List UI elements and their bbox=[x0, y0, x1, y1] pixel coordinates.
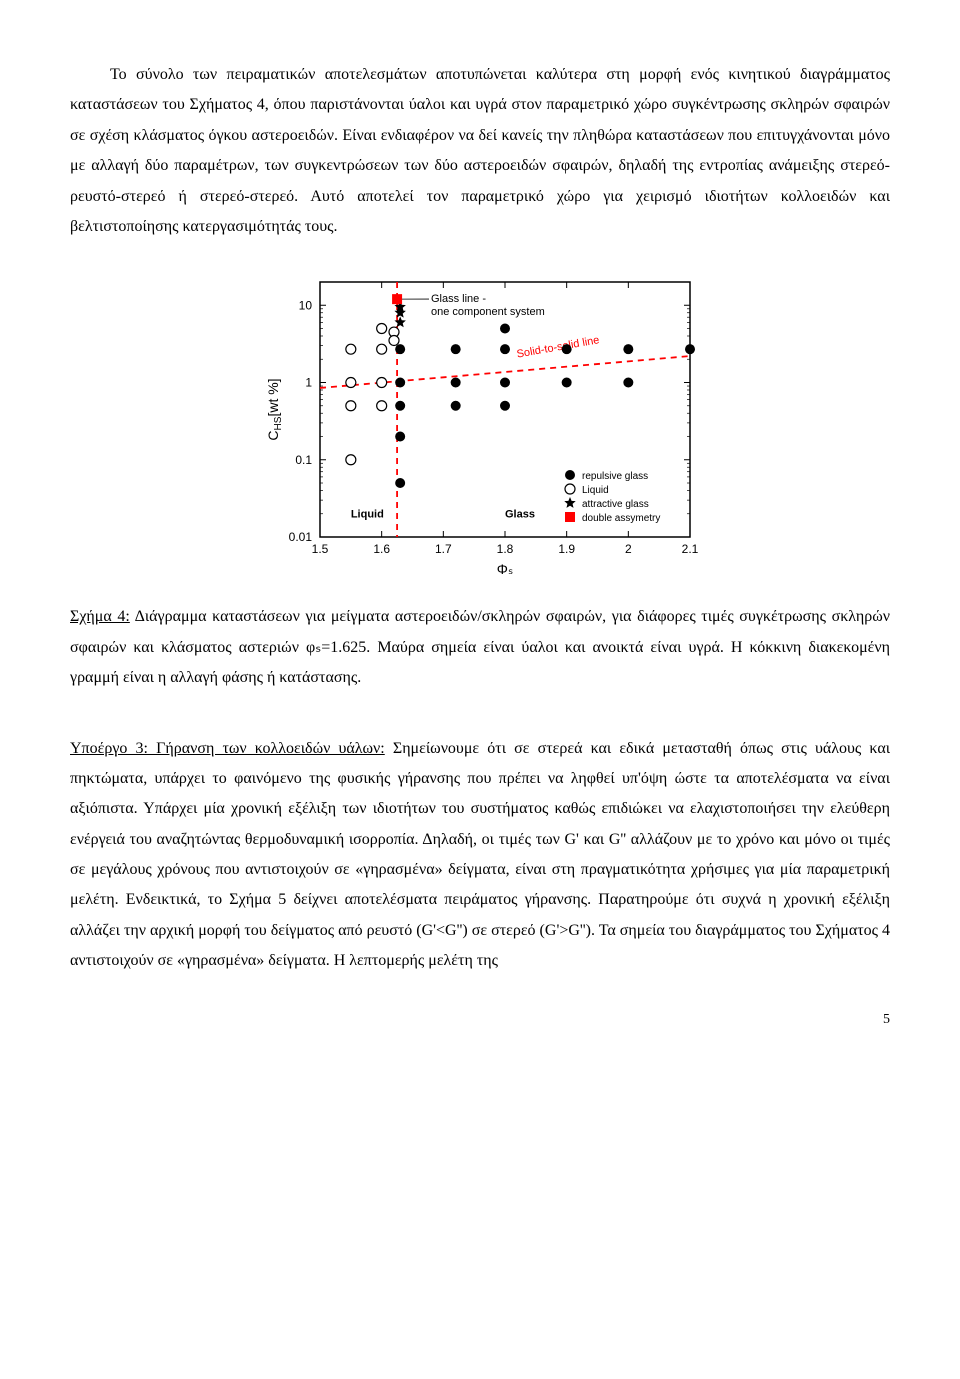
caption-lead: Σχήμα 4: bbox=[70, 608, 130, 625]
svg-text:Liquid: Liquid bbox=[351, 509, 384, 521]
svg-text:1.7: 1.7 bbox=[435, 542, 452, 556]
svg-text:1: 1 bbox=[305, 376, 312, 390]
svg-text:2: 2 bbox=[625, 542, 632, 556]
svg-text:attractive glass: attractive glass bbox=[582, 499, 649, 510]
svg-text:Φₛ: Φₛ bbox=[497, 561, 513, 577]
subproject-3-heading: Υποέργο 3: Γήρανση των κολλοειδών υάλων: bbox=[70, 740, 385, 757]
scatter-plot: 1.5 1.6 1.7 1.8 1.9 2 2.1 0.01 0.1 1 10 Φₛ CHS[wt %]… bbox=[260, 272, 700, 582]
svg-text:Glass: Glass bbox=[505, 509, 535, 521]
paragraph-1: Το σύνολο των πειραματικών αποτελεσμάτων… bbox=[70, 60, 890, 242]
svg-text:repulsive glass: repulsive glass bbox=[582, 471, 648, 482]
svg-text:1.9: 1.9 bbox=[558, 542, 575, 556]
svg-text:10: 10 bbox=[299, 299, 313, 313]
svg-text:one component system: one component system bbox=[431, 306, 545, 318]
figure-4-caption: Σχήμα 4: Διάγραμμα καταστάσεων για μείγμ… bbox=[70, 602, 890, 693]
svg-text:1.5: 1.5 bbox=[312, 542, 329, 556]
svg-text:Liquid: Liquid bbox=[582, 485, 609, 496]
figure-4-chart: 1.5 1.6 1.7 1.8 1.9 2 2.1 0.01 0.1 1 10 Φₛ CHS[wt %]… bbox=[70, 272, 890, 582]
svg-text:CHS[wt %]: CHS[wt %] bbox=[265, 379, 284, 441]
svg-text:double assymetry: double assymetry bbox=[582, 513, 660, 524]
caption-text: Διάγραμμα καταστάσεων για μείγματα αστερ… bbox=[70, 608, 890, 686]
subproject-3-text: Σημείωνουμε ότι σε στερεά και εδικά μετα… bbox=[70, 740, 890, 970]
svg-text:0.01: 0.01 bbox=[289, 530, 313, 544]
page-number: 5 bbox=[70, 1007, 890, 1034]
svg-text:Glass line -: Glass line - bbox=[431, 293, 486, 305]
subproject-3-paragraph: Υποέργο 3: Γήρανση των κολλοειδών υάλων:… bbox=[70, 734, 890, 977]
svg-text:0.1: 0.1 bbox=[295, 453, 312, 467]
svg-text:1.6: 1.6 bbox=[373, 542, 390, 556]
svg-text:2.1: 2.1 bbox=[682, 542, 699, 556]
svg-text:1.8: 1.8 bbox=[497, 542, 514, 556]
